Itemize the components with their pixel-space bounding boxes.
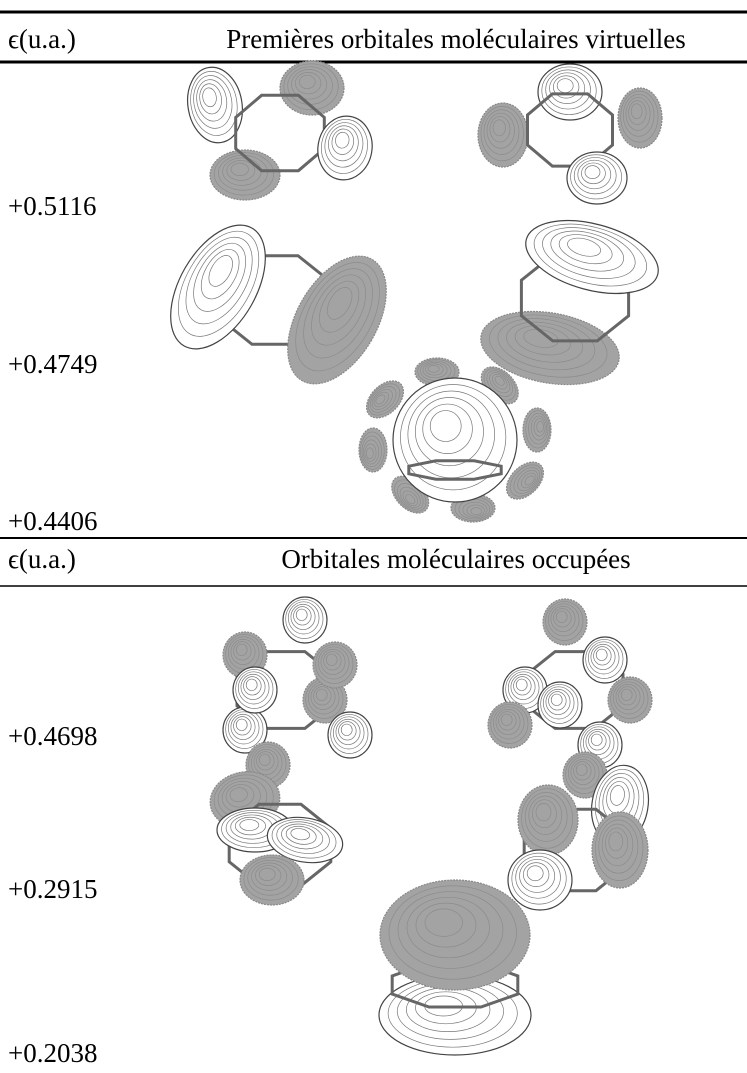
lobe bbox=[618, 88, 662, 148]
energy-label: +0.5116 bbox=[8, 191, 96, 221]
energy-label: +0.2038 bbox=[8, 1038, 97, 1068]
lobe bbox=[182, 63, 248, 147]
lobe bbox=[313, 642, 357, 688]
lobe bbox=[583, 637, 627, 683]
lobe bbox=[328, 712, 372, 758]
lobe bbox=[151, 209, 285, 365]
lobe bbox=[380, 880, 530, 990]
lobe bbox=[267, 239, 406, 400]
lobe bbox=[567, 152, 627, 204]
lobe bbox=[283, 597, 327, 643]
section-header: Premières orbitales moléculaires virtuel… bbox=[226, 24, 686, 54]
lobe bbox=[538, 682, 582, 728]
energy-label: +0.4406 bbox=[8, 506, 97, 536]
energy-label: +0.2915 bbox=[8, 874, 97, 904]
lobe bbox=[543, 599, 587, 645]
lobe bbox=[478, 103, 528, 167]
lobe bbox=[233, 667, 277, 713]
energy-label: +0.4698 bbox=[8, 721, 97, 751]
energy-header: ϵ(u.a.) bbox=[8, 544, 76, 574]
lobe bbox=[592, 812, 648, 888]
carbon-ring bbox=[236, 95, 325, 170]
lobe bbox=[508, 850, 572, 910]
lobe bbox=[488, 702, 532, 748]
lobe bbox=[518, 785, 578, 855]
lobe bbox=[608, 677, 652, 723]
energy-header: ϵ(u.a.) bbox=[8, 24, 76, 54]
lobe bbox=[538, 64, 602, 120]
lobe bbox=[240, 855, 304, 905]
orbital-table: ϵ(u.a.) Premières orbitales moléculaires… bbox=[0, 0, 747, 1073]
section-header: Orbitales moléculaires occupées bbox=[281, 544, 630, 574]
energy-label: +0.4749 bbox=[8, 349, 97, 379]
lobe bbox=[393, 378, 517, 502]
